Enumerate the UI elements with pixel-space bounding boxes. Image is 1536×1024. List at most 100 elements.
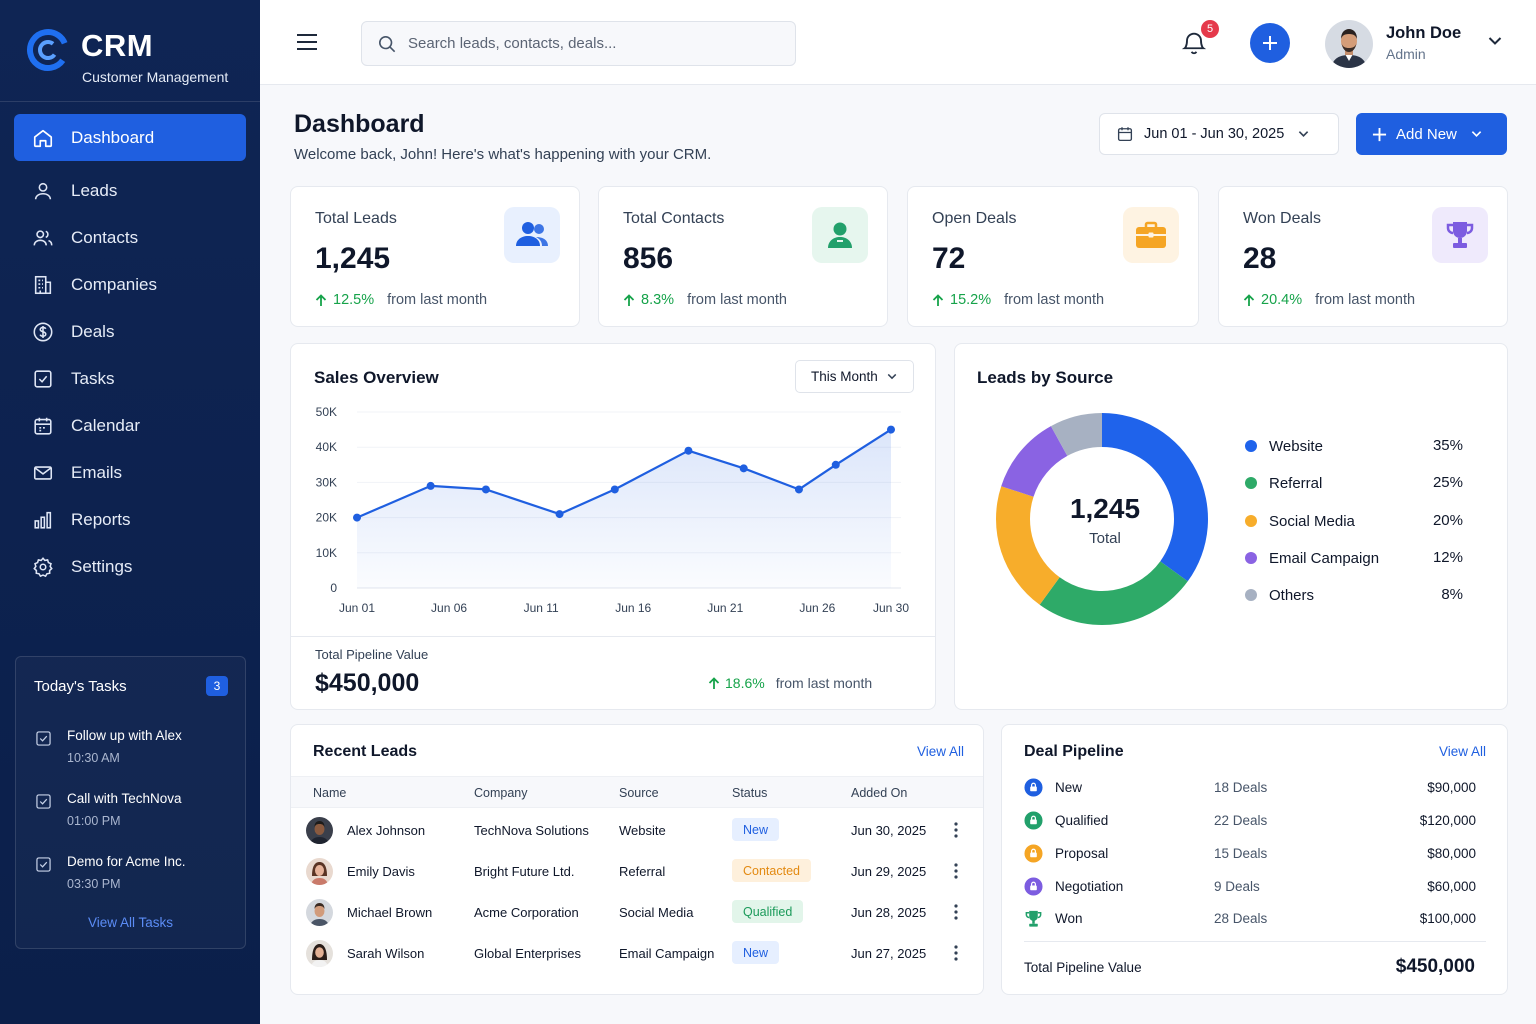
sidebar-item-tasks[interactable]: Tasks xyxy=(14,355,246,402)
more-vertical-icon[interactable] xyxy=(952,903,960,921)
sidebar-item-leads[interactable]: Leads xyxy=(14,167,246,214)
stat-icon-box xyxy=(1432,207,1488,263)
arrow-up-icon xyxy=(708,676,720,689)
view-all-tasks-link[interactable]: View All Tasks xyxy=(87,915,174,930)
column-header[interactable]: Name xyxy=(313,786,347,800)
sidebar-item-companies[interactable]: Companies xyxy=(14,261,246,308)
more-vertical-icon[interactable] xyxy=(952,821,960,839)
stat-value: 72 xyxy=(932,242,966,275)
bell-icon[interactable] xyxy=(1180,29,1208,57)
pipeline-stage-new[interactable]: New 18 Deals $90,000 xyxy=(1024,777,1476,799)
stage-value: $60,000 xyxy=(1427,879,1476,894)
sales-point xyxy=(426,481,435,490)
donut-total-label: Total xyxy=(1089,530,1121,547)
quick-add-button[interactable] xyxy=(1250,23,1290,63)
stat-card-total-contacts[interactable]: Total Contacts 856 8.3% from last month xyxy=(598,186,888,327)
deal-pipeline-view-all-link[interactable]: View All xyxy=(1439,744,1487,759)
lead-source: Referral xyxy=(619,864,666,879)
period-select[interactable]: This Month xyxy=(795,360,914,393)
search-input[interactable] xyxy=(408,22,778,65)
column-header[interactable]: Status xyxy=(732,786,768,800)
avatar xyxy=(306,858,333,885)
gear-icon xyxy=(32,556,54,578)
stat-change-percent: 8.3% xyxy=(641,292,675,308)
trophy-icon xyxy=(1025,910,1042,927)
stat-card-total-leads[interactable]: Total Leads 1,245 12.5% from last month xyxy=(290,186,580,327)
more-vertical-icon[interactable] xyxy=(952,944,960,962)
pipeline-stage-proposal[interactable]: Proposal 15 Deals $80,000 xyxy=(1024,843,1476,865)
recent-leads-view-all-link[interactable]: View All xyxy=(917,744,965,759)
column-header[interactable]: Company xyxy=(474,786,528,800)
todays-tasks-title: Today's Tasks xyxy=(34,678,127,695)
column-header[interactable]: Source xyxy=(619,786,659,800)
user-name[interactable]: John Doe xyxy=(1386,24,1462,42)
sales-point xyxy=(481,485,490,494)
donut-slice xyxy=(1001,426,1068,497)
column-header[interactable]: Added On xyxy=(851,786,908,800)
sidebar-item-emails[interactable]: Emails xyxy=(14,449,246,496)
legend-percent: 8% xyxy=(1441,586,1463,603)
stat-label: Won Deals xyxy=(1243,210,1321,227)
add-new-button[interactable]: Add New xyxy=(1356,113,1507,155)
bar-chart-icon xyxy=(32,509,54,531)
lead-name[interactable]: Emily Davis xyxy=(347,864,415,879)
lead-added-date: Jun 27, 2025 xyxy=(851,946,927,961)
checkbox-icon[interactable] xyxy=(36,857,51,872)
sidebar-item-settings[interactable]: Settings xyxy=(14,543,246,590)
sales-point xyxy=(831,460,840,469)
notification-badge: 5 xyxy=(1201,20,1219,38)
legend-dot xyxy=(1245,440,1257,452)
page-subtitle: Welcome back, John! Here's what's happen… xyxy=(294,146,712,163)
pipeline-total-label: Total Pipeline Value xyxy=(1024,960,1142,975)
stat-change: 20.4% from last month xyxy=(1243,292,1415,308)
contact-icon xyxy=(828,222,852,248)
sidebar-item-reports[interactable]: Reports xyxy=(14,496,246,543)
sidebar-item-deals[interactable]: Deals xyxy=(14,308,246,355)
sidebar-item-contacts[interactable]: Contacts xyxy=(14,214,246,261)
lead-name[interactable]: Michael Brown xyxy=(347,905,433,920)
pipeline-value: $450,000 xyxy=(315,669,420,697)
pipeline-stage-won[interactable]: Won 28 Deals $100,000 xyxy=(1024,908,1476,930)
chevron-down-icon[interactable] xyxy=(1488,36,1502,46)
stat-card-won-deals[interactable]: Won Deals 28 20.4% from last month xyxy=(1218,186,1508,327)
y-tick-label: 10K xyxy=(316,546,337,560)
table-row[interactable]: Michael Brown Acme Corporation Social Me… xyxy=(291,892,983,933)
sidebar-item-label: Settings xyxy=(71,556,133,576)
lead-name[interactable]: Sarah Wilson xyxy=(347,946,425,961)
add-new-label: Add New xyxy=(1396,125,1457,143)
sidebar-item-dashboard[interactable]: Dashboard xyxy=(14,114,246,161)
person-avatar-icon xyxy=(306,817,333,844)
pipeline-stage-qualified[interactable]: Qualified 22 Deals $120,000 xyxy=(1024,810,1476,832)
table-row[interactable]: Alex Johnson TechNova Solutions Website … xyxy=(291,810,983,851)
date-range-label: Jun 01 - Jun 30, 2025 xyxy=(1144,126,1285,142)
more-vertical-icon[interactable] xyxy=(952,862,960,880)
table-row[interactable]: Sarah Wilson Global Enterprises Email Ca… xyxy=(291,933,983,974)
table-row[interactable]: Emily Davis Bright Future Ltd. Referral … xyxy=(291,851,983,892)
brand[interactable]: CRM Customer Management xyxy=(24,26,254,85)
user-role: Admin xyxy=(1386,46,1426,62)
stat-change-caption: from last month xyxy=(1315,292,1416,308)
sidebar-item-calendar[interactable]: Calendar xyxy=(14,402,246,449)
leads-donut-chart xyxy=(996,413,1208,625)
checkbox-icon[interactable] xyxy=(36,794,51,809)
table-header: Name Company Source Status Added On xyxy=(291,776,983,808)
avatar xyxy=(306,899,333,926)
date-range-picker[interactable]: Jun 01 - Jun 30, 2025 xyxy=(1099,113,1339,155)
donut-slice xyxy=(1050,413,1102,456)
pipeline-stage-negotiation[interactable]: Negotiation 9 Deals $60,000 xyxy=(1024,876,1476,898)
legend-label: Email Campaign xyxy=(1269,549,1380,567)
hamburger-menu-icon[interactable] xyxy=(296,32,318,52)
avatar[interactable] xyxy=(1325,20,1373,68)
arrow-up-icon xyxy=(932,293,944,306)
stat-change: 15.2% from last month xyxy=(932,292,1104,308)
stage-value: $100,000 xyxy=(1419,911,1476,926)
stage-deal-count: 28 Deals xyxy=(1214,911,1268,926)
stat-change: 12.5% from last month xyxy=(315,292,487,308)
calendar-icon xyxy=(32,415,54,437)
stat-card-open-deals[interactable]: Open Deals 72 15.2% from last month xyxy=(907,186,1199,327)
checkbox-icon[interactable] xyxy=(36,731,51,746)
tasks-count-badge: 3 xyxy=(206,676,228,696)
brand-name: CRM xyxy=(81,28,154,63)
lead-name[interactable]: Alex Johnson xyxy=(347,823,426,838)
lead-source: Email Campaign xyxy=(619,946,715,961)
